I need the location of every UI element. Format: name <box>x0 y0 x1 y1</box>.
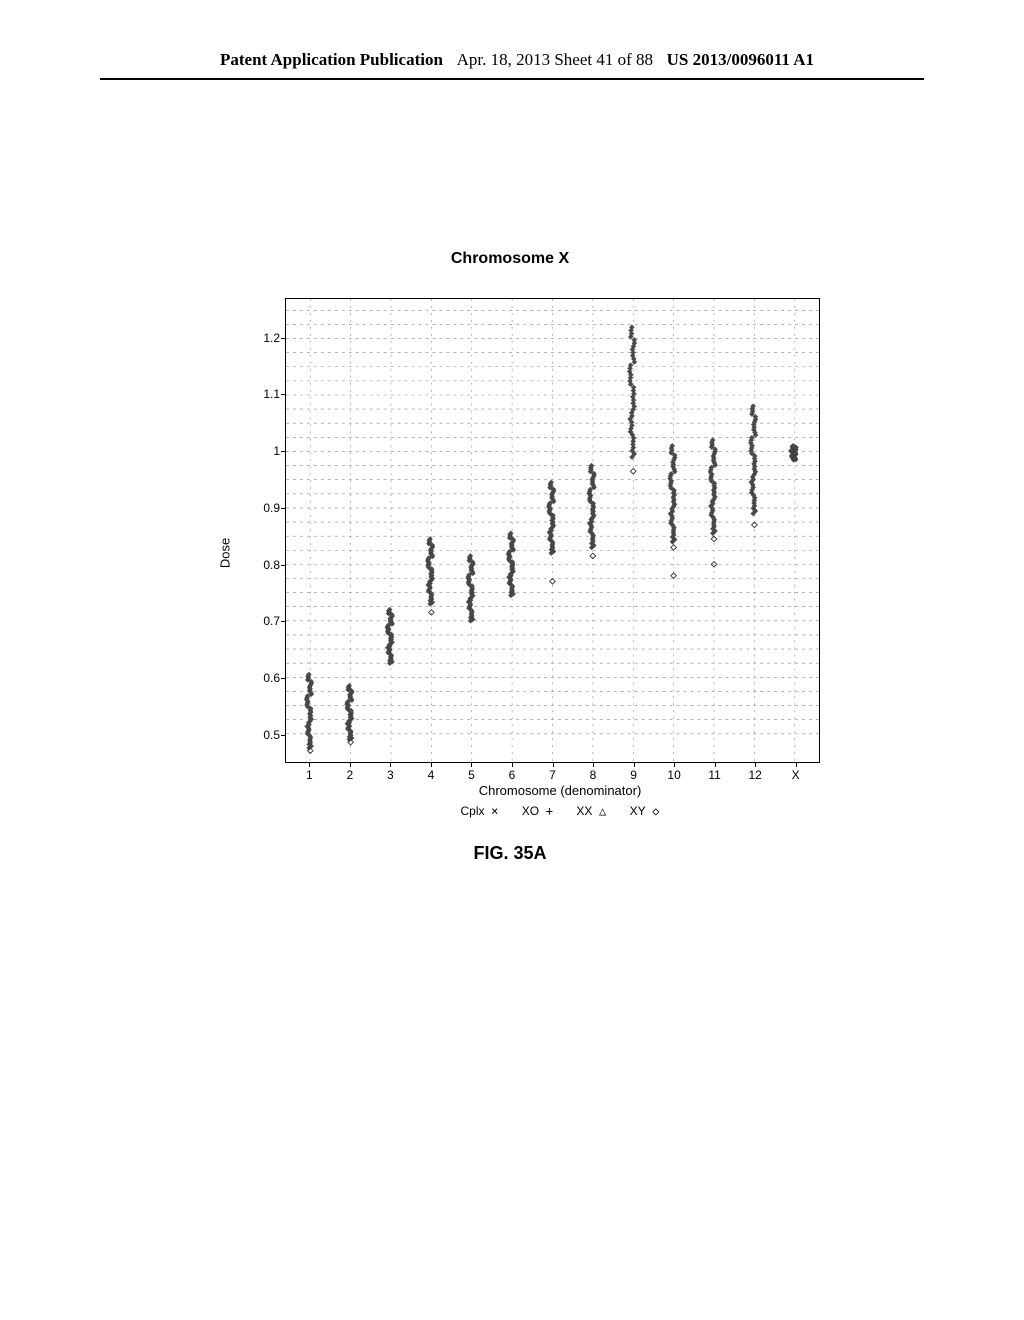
page-header: Patent Application Publication Apr. 18, … <box>100 0 924 80</box>
y-tick-label: 0.5 <box>263 728 280 742</box>
x-tick-label: 8 <box>590 768 597 782</box>
x-tick-label: 11 <box>708 768 720 782</box>
y-tick-label: 0.6 <box>263 671 280 685</box>
legend: Cplx × XO + XX △ XY ◇ <box>450 804 669 818</box>
x-tick-label: 2 <box>347 768 354 782</box>
chart-title: Chromosome X <box>160 250 860 268</box>
legend-xo: XO + <box>522 804 553 818</box>
x-tick-label: X <box>792 768 800 782</box>
x-tick-label: 3 <box>387 768 394 782</box>
y-tick-label: 0.8 <box>263 558 280 572</box>
x-tick-label: 1 <box>306 768 313 782</box>
plot-area <box>285 298 820 763</box>
y-tick-label: 1.1 <box>263 387 280 401</box>
figure-container: Chromosome X Dose Chromosome (denominato… <box>160 250 860 864</box>
x-tick-label: 10 <box>667 768 680 782</box>
plot-svg <box>286 299 819 762</box>
y-tick-label: 0.7 <box>263 614 280 628</box>
publication-type: Patent Application Publication <box>220 50 443 70</box>
y-axis-label: Dose <box>218 538 233 568</box>
y-tick-label: 1.2 <box>263 331 280 345</box>
date-sheet: Apr. 18, 2013 Sheet 41 of 88 <box>457 50 653 70</box>
x-tick-label: 12 <box>748 768 761 782</box>
x-tick-label: 7 <box>549 768 556 782</box>
publication-number: US 2013/0096011 A1 <box>667 50 814 70</box>
legend-cplx: Cplx × <box>460 804 498 818</box>
x-tick-label: 9 <box>630 768 637 782</box>
x-tick-label: 6 <box>509 768 516 782</box>
scatter-plot: Dose Chromosome (denominator) Cplx × XO … <box>230 288 830 818</box>
x-tick-label: 5 <box>468 768 475 782</box>
legend-xy: XY ◇ <box>630 804 660 818</box>
legend-xx: XX △ <box>576 804 606 818</box>
x-axis-label: Chromosome (denominator) <box>479 783 642 798</box>
figure-caption: FIG. 35A <box>160 843 860 864</box>
y-tick-label: 1 <box>273 444 280 458</box>
x-tick-label: 4 <box>428 768 435 782</box>
y-tick-label: 0.9 <box>263 501 280 515</box>
